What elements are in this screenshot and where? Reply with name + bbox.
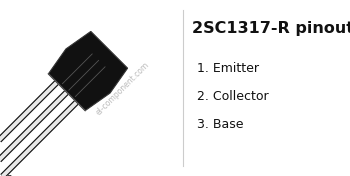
Text: el-component.com: el-component.com [94, 61, 151, 117]
Text: 3. Base: 3. Base [197, 118, 244, 130]
Text: 3: 3 [7, 175, 12, 176]
Text: 2SC1317-R pinout: 2SC1317-R pinout [192, 20, 350, 36]
Text: 2. Collector: 2. Collector [197, 90, 269, 102]
Text: 1. Emitter: 1. Emitter [197, 61, 259, 74]
Polygon shape [48, 31, 128, 111]
